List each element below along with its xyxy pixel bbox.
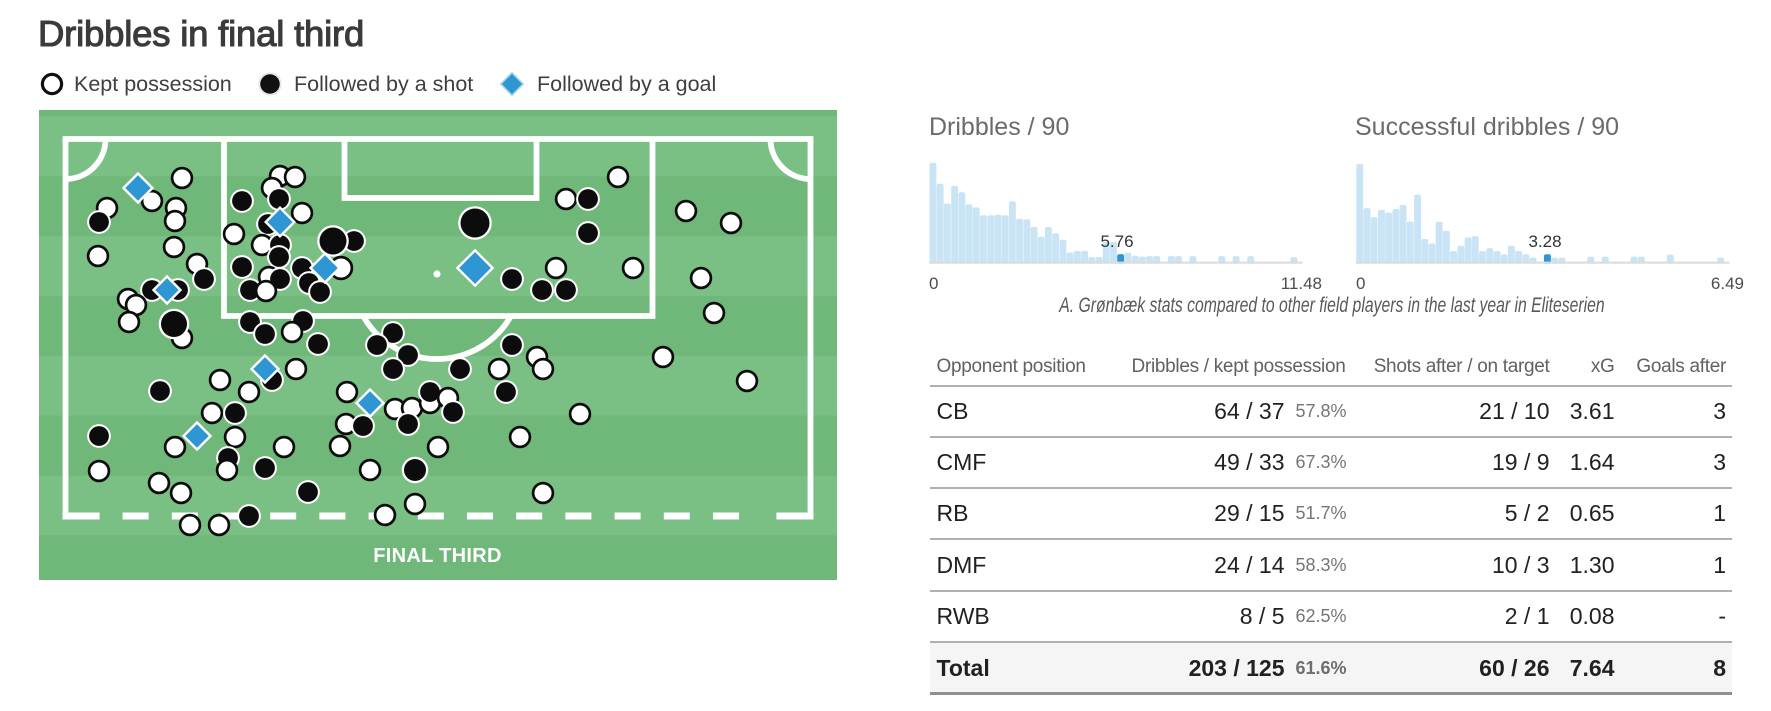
svg-text:FINAL THIRD: FINAL THIRD	[373, 545, 501, 567]
